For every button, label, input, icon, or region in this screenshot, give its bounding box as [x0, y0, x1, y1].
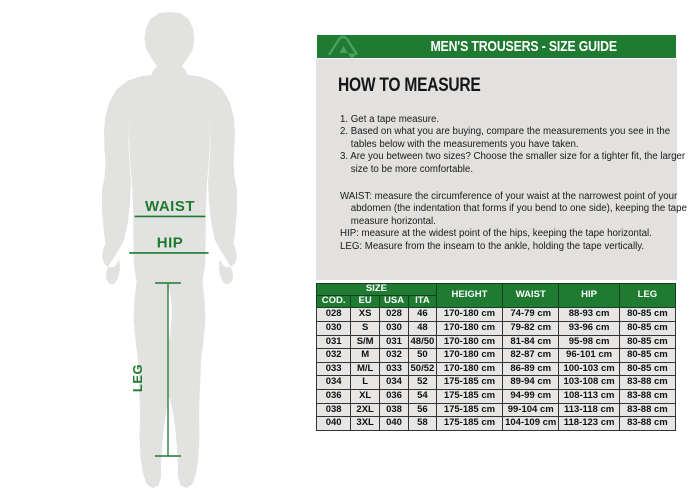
- svg-text:HIP: HIP: [157, 235, 184, 252]
- svg-text:WAIST: WAIST: [145, 198, 195, 215]
- svg-text:LEG: LEG: [130, 364, 145, 392]
